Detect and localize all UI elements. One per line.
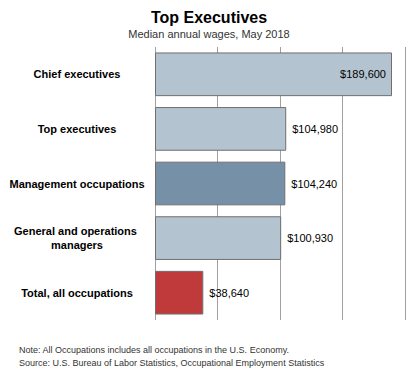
svg-text:$100,930: $100,930	[287, 232, 333, 244]
svg-text:Chief executives: Chief executives	[34, 68, 121, 80]
svg-text:General and operations: General and operations	[14, 225, 140, 237]
svg-text:$104,980: $104,980	[292, 123, 338, 135]
svg-text:Management occupations: Management occupations	[9, 178, 144, 190]
svg-text:managers: managers	[51, 239, 103, 251]
svg-text:Source: U.S. Bureau of Labor S: Source: U.S. Bureau of Labor Statistics,…	[19, 358, 325, 368]
svg-text:Top Executives: Top Executives	[151, 9, 267, 26]
svg-text:$189,600: $189,600	[340, 68, 386, 80]
svg-text:Median annual wages, May 2018: Median annual wages, May 2018	[128, 28, 289, 40]
svg-text:$38,640: $38,640	[209, 287, 249, 299]
svg-text:$104,240: $104,240	[291, 178, 337, 190]
svg-text:Note: All Occupations includes: Note: All Occupations includes all occup…	[19, 345, 289, 355]
svg-text:Total, all occupations: Total, all occupations	[21, 287, 133, 299]
svg-text:Top executives: Top executives	[38, 123, 117, 135]
